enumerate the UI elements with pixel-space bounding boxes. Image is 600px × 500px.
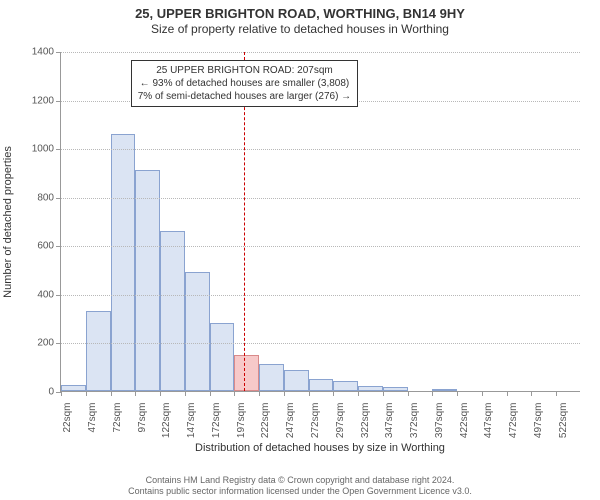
annotation-line3: 7% of semi-detached houses are larger (2…	[138, 90, 351, 103]
y-tick	[56, 149, 61, 150]
x-axis-title: Distribution of detached houses by size …	[60, 442, 580, 454]
x-tick-label: 272sqm	[310, 403, 321, 439]
x-tick-label: 422sqm	[459, 403, 470, 439]
x-tick-label: 22sqm	[62, 403, 73, 433]
x-tick	[259, 391, 260, 396]
x-tick	[333, 391, 334, 396]
annotation-line1: 25 UPPER BRIGHTON ROAD: 207sqm	[138, 64, 351, 77]
x-tick	[432, 391, 433, 396]
y-tick	[56, 343, 61, 344]
x-tick	[556, 391, 557, 396]
x-tick	[160, 391, 161, 396]
x-tick-label: 222sqm	[260, 403, 271, 439]
x-tick-label: 472sqm	[508, 403, 519, 439]
x-tick-label: 522sqm	[558, 403, 569, 439]
x-tick	[457, 391, 458, 396]
gridline	[61, 149, 580, 150]
x-tick	[185, 391, 186, 396]
y-tick-label: 600	[20, 241, 54, 252]
x-tick	[210, 391, 211, 396]
chart-area: 22sqm47sqm72sqm97sqm122sqm147sqm172sqm19…	[60, 52, 580, 392]
gridline	[61, 343, 580, 344]
y-tick-label: 1200	[20, 95, 54, 106]
x-tick-label: 372sqm	[409, 403, 420, 439]
x-tick-label: 247sqm	[285, 403, 296, 439]
x-tick	[507, 391, 508, 396]
bar	[383, 387, 408, 391]
x-tick-label: 72sqm	[112, 403, 123, 433]
bar	[284, 370, 309, 391]
y-tick-label: 1400	[20, 47, 54, 58]
bar	[309, 379, 334, 391]
bar	[333, 381, 358, 391]
y-tick-label: 800	[20, 192, 54, 203]
x-tick	[135, 391, 136, 396]
bar	[160, 231, 185, 391]
y-tick-label: 200	[20, 338, 54, 349]
x-tick-label: 122sqm	[161, 403, 172, 439]
x-tick-label: 97sqm	[137, 403, 148, 433]
x-tick-label: 322sqm	[360, 403, 371, 439]
y-tick	[56, 198, 61, 199]
plot-region: 22sqm47sqm72sqm97sqm122sqm147sqm172sqm19…	[60, 52, 580, 392]
x-tick	[408, 391, 409, 396]
page-title-line2: Size of property relative to detached ho…	[0, 22, 600, 37]
annotation-line2: ← 93% of detached houses are smaller (3,…	[138, 77, 351, 90]
footer: Contains HM Land Registry data © Crown c…	[0, 475, 600, 498]
y-tick	[56, 295, 61, 296]
footer-line1: Contains HM Land Registry data © Crown c…	[0, 475, 600, 487]
bar	[185, 272, 210, 391]
x-tick-label: 497sqm	[533, 403, 544, 439]
bar	[210, 323, 235, 391]
x-tick-label: 447sqm	[483, 403, 494, 439]
x-tick-label: 147sqm	[186, 403, 197, 439]
bar	[259, 364, 284, 391]
x-tick	[383, 391, 384, 396]
x-tick-label: 197sqm	[236, 403, 247, 439]
x-tick	[309, 391, 310, 396]
x-tick-label: 397sqm	[434, 403, 445, 439]
y-axis-title: Number of detached properties	[2, 70, 14, 222]
bar	[86, 311, 111, 391]
bar	[358, 386, 383, 391]
x-tick	[482, 391, 483, 396]
x-tick	[61, 391, 62, 396]
gridline	[61, 295, 580, 296]
bar	[61, 385, 86, 391]
bar	[432, 389, 457, 391]
x-tick	[284, 391, 285, 396]
y-tick-label: 0	[20, 387, 54, 398]
gridline	[61, 198, 580, 199]
x-tick-label: 47sqm	[87, 403, 98, 433]
x-tick	[86, 391, 87, 396]
page-title-line1: 25, UPPER BRIGHTON ROAD, WORTHING, BN14 …	[0, 6, 600, 22]
y-tick	[56, 246, 61, 247]
y-tick-label: 400	[20, 289, 54, 300]
footer-line2: Contains public sector information licen…	[0, 486, 600, 498]
bar	[135, 170, 160, 391]
gridline	[61, 52, 580, 53]
x-tick-label: 347sqm	[384, 403, 395, 439]
x-tick-label: 172sqm	[211, 403, 222, 439]
bar	[111, 134, 136, 391]
x-tick	[234, 391, 235, 396]
annotation-box: 25 UPPER BRIGHTON ROAD: 207sqm ← 93% of …	[131, 60, 358, 107]
x-tick-label: 297sqm	[335, 403, 346, 439]
bar-highlight	[234, 355, 259, 391]
y-tick-label: 1000	[20, 144, 54, 155]
y-tick	[56, 101, 61, 102]
x-tick	[358, 391, 359, 396]
x-tick	[111, 391, 112, 396]
x-tick	[531, 391, 532, 396]
y-tick	[56, 52, 61, 53]
gridline	[61, 246, 580, 247]
